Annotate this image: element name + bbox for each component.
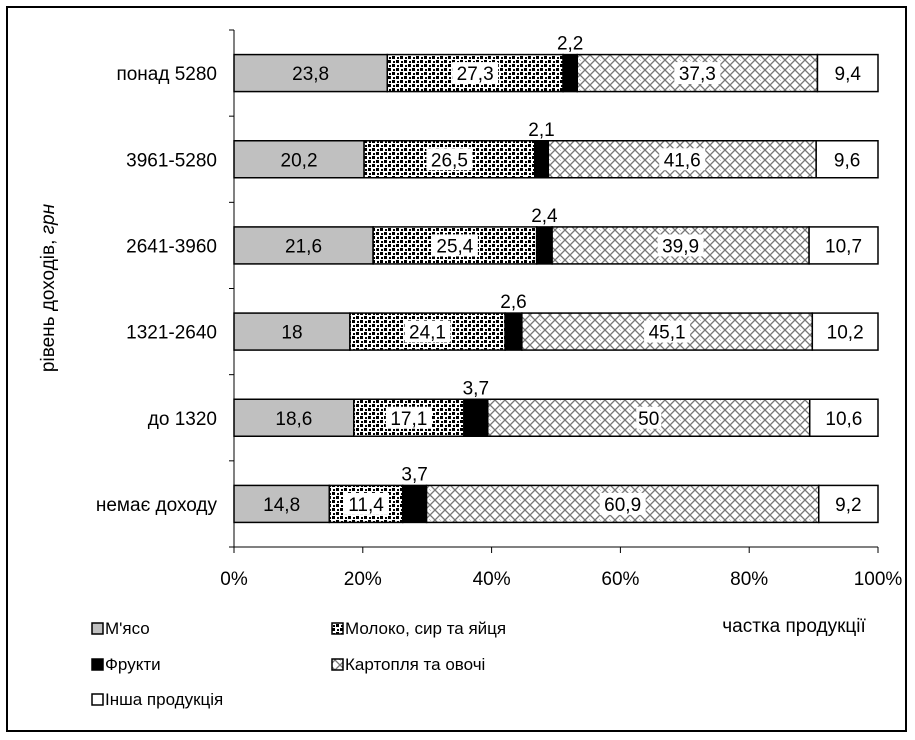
data-label: 50	[638, 409, 659, 430]
data-label-background	[426, 148, 473, 171]
data-label: 18,6	[275, 409, 312, 430]
legend-swatch	[91, 693, 104, 706]
data-label: 26,5	[431, 150, 468, 171]
bar-segment-м-ясо	[233, 312, 351, 351]
data-label: 23,8	[292, 64, 329, 85]
category-label: понад 5280	[116, 64, 217, 85]
data-label: 20,2	[281, 150, 318, 171]
bar-segment-інша-продукція	[808, 398, 879, 437]
data-label: 9,2	[835, 495, 861, 516]
plot-area: 0% 20% 40% 60% 80% 100% понад 5280 23,8 27,3 2,2 3…	[38, 29, 903, 637]
chart-frame	[6, 6, 907, 732]
legend-item: Картопля та овочі	[331, 655, 485, 674]
data-label: 25,4	[436, 236, 473, 257]
data-label: 37,3	[679, 64, 716, 85]
legend-swatch	[91, 622, 104, 635]
data-label: 17,1	[390, 409, 427, 430]
data-label-background	[659, 148, 706, 171]
legend-item: Молоко, сир та яйця	[331, 619, 506, 638]
bar-segment-м-ясо	[233, 140, 365, 179]
data-label-background	[636, 406, 662, 429]
legend-item: М'ясо	[91, 619, 150, 638]
bar-segment-фрукти	[504, 312, 523, 351]
legend-label: Молоко, сир та яйця	[345, 619, 506, 638]
data-label: 27,3	[457, 64, 494, 85]
data-label-background	[657, 234, 704, 257]
bar-segment-інша-продукція	[808, 226, 879, 265]
legend-swatch	[331, 658, 344, 671]
legend: М'ясо Молоко, сир та яйця Фрукти Картопля т…	[91, 619, 506, 709]
data-label: 41,6	[664, 150, 701, 171]
x-tick-label: 80%	[730, 569, 768, 590]
bar-segment-фрукти	[535, 226, 553, 265]
data-label: 60,9	[604, 495, 641, 516]
legend-swatch	[331, 622, 344, 635]
bar-segment-інша-продукція	[815, 140, 879, 179]
y-axis-title: рівень доходів, грн	[38, 203, 59, 372]
x-tick-label: 60%	[601, 569, 639, 590]
category-label: 1321-2640	[126, 323, 217, 344]
data-label: 24,1	[409, 323, 446, 344]
y-axis-title-unit: грн	[38, 203, 59, 234]
legend-item: Інша продукція	[91, 690, 223, 709]
legend-label: Фрукти	[105, 655, 161, 674]
legend-item: Фрукти	[91, 655, 161, 674]
data-label: 21,6	[285, 236, 322, 257]
data-label-background	[404, 320, 451, 343]
bar-segment-фрукти	[463, 398, 489, 437]
data-label-background	[599, 492, 646, 515]
data-label: 2,6	[500, 292, 526, 313]
data-label: 14,8	[263, 495, 300, 516]
bar-segment-м-ясо	[233, 398, 355, 437]
category-label: до 1320	[148, 409, 217, 430]
data-label: 45,1	[649, 323, 686, 344]
data-label: 18	[281, 323, 302, 344]
bar-segment-інша-продукція	[818, 484, 879, 524]
data-label-background	[644, 320, 691, 343]
y-axis-title-text: рівень доходів,	[38, 234, 59, 372]
legend-label: М'ясо	[105, 619, 150, 638]
data-label-background	[385, 406, 432, 429]
bar-segment-інша-продукція	[811, 312, 879, 351]
data-label: 2,4	[531, 206, 558, 227]
data-label: 11,4	[348, 495, 384, 516]
data-label-background	[431, 234, 478, 257]
legend-label: Інша продукція	[105, 690, 223, 709]
data-label-background	[674, 62, 721, 85]
bar-segment-м-ясо	[233, 484, 331, 524]
data-label: 9,6	[834, 150, 860, 171]
x-tick-label: 0%	[220, 569, 248, 590]
data-label: 2,1	[528, 120, 554, 141]
legend-label: Картопля та овочі	[345, 655, 485, 674]
data-label: 10,2	[827, 323, 864, 344]
bar-segment-фрукти	[533, 140, 550, 179]
bar-segment-молоко-сир-та-яйця	[353, 398, 465, 437]
data-label: 2,2	[557, 34, 583, 55]
data-label: 39,9	[662, 236, 699, 257]
x-axis-title: частка продукції	[722, 616, 866, 637]
category-label: немає доходу	[96, 495, 218, 516]
x-tick-label: 40%	[473, 569, 511, 590]
data-label: 3,7	[401, 464, 427, 485]
data-label: 10,7	[825, 236, 862, 257]
legend-swatch	[91, 658, 104, 671]
data-label-background	[343, 492, 390, 515]
data-label: 9,4	[835, 64, 862, 85]
data-label-background	[452, 62, 499, 85]
bar-segment-фрукти	[401, 484, 428, 524]
x-tick-label: 100%	[854, 569, 903, 590]
bar-segment-фрукти	[562, 53, 579, 93]
category-label: 3961-5280	[126, 150, 217, 171]
bar-segment-інша-продукція	[816, 53, 879, 93]
data-label: 3,7	[463, 378, 489, 399]
x-tick-label: 20%	[344, 569, 382, 590]
category-label: 2641-3960	[126, 236, 217, 257]
data-label: 10,6	[825, 409, 862, 430]
